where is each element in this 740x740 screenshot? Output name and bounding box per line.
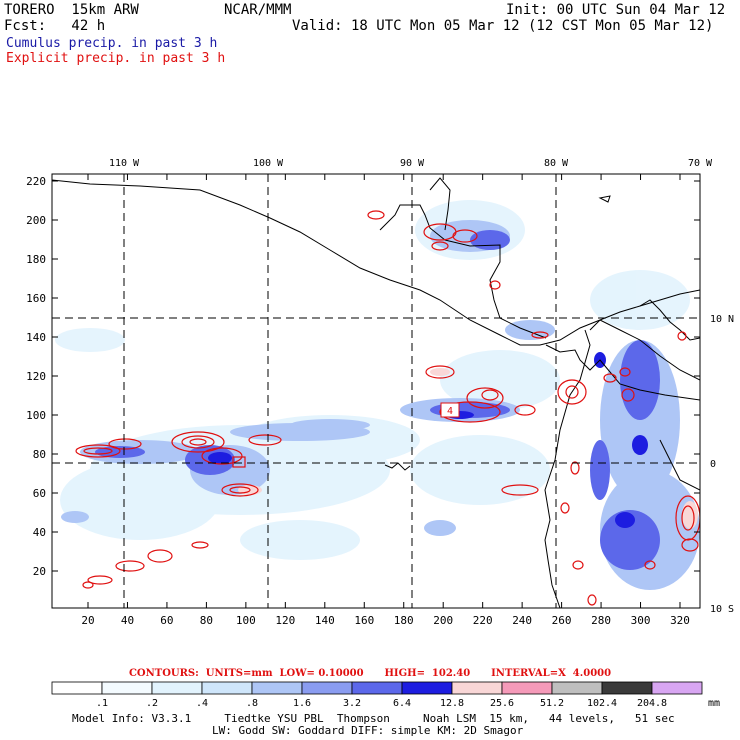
center-name: NCAR/MMM [224,2,292,18]
x-tick-label: 40 [121,614,134,627]
colorbar-swatch [101,681,153,695]
colorbar-swatch [351,681,403,695]
model-info-line1: Model Info: V3.3.1 Tiedtke YSU PBL Thomp… [72,712,675,725]
longitude-label: 90 W [400,158,425,169]
x-tick-label: 220 [473,614,493,627]
colorbar-swatch [401,681,453,695]
x-tick-label: 80 [200,614,213,627]
model-name: TORERO 15km ARW [4,2,139,18]
x-tick-label: 60 [160,614,173,627]
colorbar-swatch [601,681,653,695]
map-frame [51,173,701,609]
latitude-label: 10 N [710,314,734,325]
x-tick-label: 100 [236,614,256,627]
longitude-label: 110 W [109,158,140,169]
x-tick-label: 200 [433,614,453,627]
colorbar-label: .4 [196,698,208,709]
x-tick-label: 120 [275,614,295,627]
cumulus-legend: Cumulus precip. in past 3 h [6,36,218,51]
latitude-label: 10 S [710,604,734,615]
x-tick-label: 280 [591,614,611,627]
y-tick-label: 60 [33,487,46,500]
x-tick-label: 300 [631,614,651,627]
colorbar-swatch [51,681,103,695]
longitude-label: 80 W [544,158,569,169]
latitude-label: 0 [710,459,716,470]
y-tick-label: 80 [33,448,46,461]
x-tick-label: 20 [81,614,94,627]
contour-info: CONTOURS: UNITS=mm LOW= 0.10000 HIGH= 10… [128,668,612,679]
colorbar-label: .1 [96,698,108,709]
y-tick-label: 120 [26,370,46,383]
explicit-legend: Explicit precip. in past 3 h [6,51,226,66]
colorbar-label: 102.4 [587,698,617,709]
colorbar-label: 3.2 [343,698,361,709]
y-axis-ticks: 20 40 60 80 100 120 140 160 180 200 220 [26,175,700,578]
x-tick-label: 260 [552,614,572,627]
latlon-grid [52,174,700,608]
forecast-hour: Fcst: 42 h [4,18,106,34]
y-tick-label: 200 [26,214,46,227]
latitude-labels: 10 N 0 10 S [710,314,734,615]
colorbar-label: .2 [146,698,158,709]
y-tick-label: 40 [33,526,46,539]
colorbar-swatch [651,681,703,695]
colorbar-swatch [551,681,603,695]
y-tick-label: 20 [33,565,46,578]
x-tick-label: 240 [512,614,532,627]
x-tick-label: 140 [315,614,335,627]
colorbar-swatch [151,681,203,695]
y-tick-label: 160 [26,292,46,305]
valid-time: Valid: 18 UTC Mon 05 Mar 12 (12 CST Mon … [292,18,714,34]
longitude-label: 100 W [253,158,284,169]
colorbar-swatch [451,681,503,695]
x-tick-label: 180 [394,614,414,627]
contour-box-label: 4 [447,406,453,417]
x-tick-label: 160 [354,614,374,627]
colorbar-swatch [201,681,253,695]
contour-box [440,402,460,418]
x-axis-ticks: 20 40 60 80 100 120 140 160 180 200 220 240 260 280 30… [81,174,690,627]
colorbar-swatch [501,681,553,695]
y-tick-label: 220 [26,175,46,188]
longitude-label: 70 W [688,158,713,169]
colorbar-swatch [251,681,303,695]
init-time: Init: 00 UTC Sun 04 Mar 12 [506,2,726,18]
colorbar-label: .8 [246,698,258,709]
colorbar-label: 1.6 [293,698,311,709]
colorbar-label: 12.8 [440,698,464,709]
colorbar-unit: mm [708,698,720,709]
longitude-labels: 110 W 100 W 90 W 80 W 70 W [109,158,713,169]
y-tick-label: 140 [26,331,46,344]
map-field [52,177,700,608]
colorbar: .1 .2 .4 .8 1.6 3.2 6.4 12.8 25.6 51.2 102.4 204.8 m… [51,681,720,709]
x-tick-label: 320 [670,614,690,627]
y-tick-label: 100 [26,409,46,422]
colorbar-label: 51.2 [540,698,564,709]
model-info-line2: LW: Godd SW: Goddard DIFF: simple KM: 2D… [212,724,524,737]
colorbar-label: 25.6 [490,698,514,709]
colorbar-label: 6.4 [393,698,411,709]
colorbar-label: 204.8 [637,698,667,709]
colorbar-swatch [301,681,353,695]
y-tick-label: 180 [26,253,46,266]
